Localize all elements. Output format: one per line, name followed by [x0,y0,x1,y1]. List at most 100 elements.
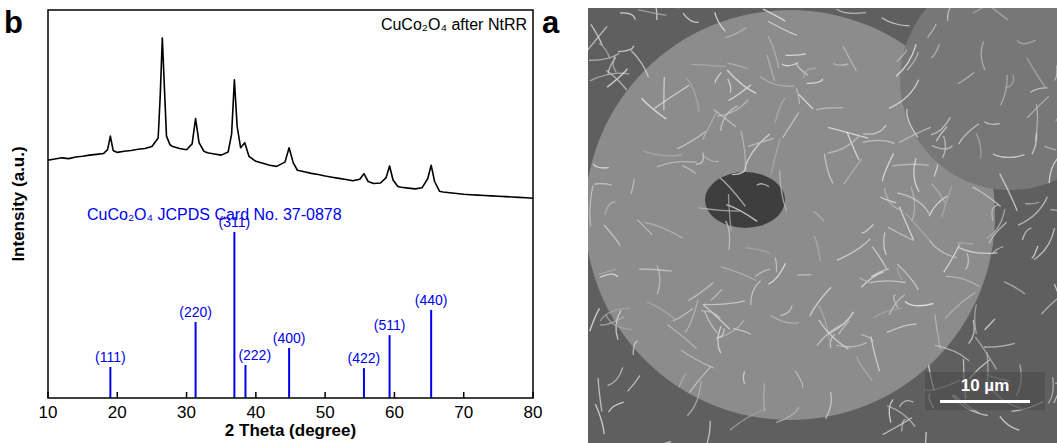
sem-flake [594,184,612,185]
sem-flake [647,302,676,320]
sem-flake [702,111,717,140]
sem-flake [604,225,620,246]
sem-flake [969,320,975,344]
sem-flake [728,79,731,93]
sem-flake [745,134,770,168]
sem-flake [1041,292,1057,314]
sem-flake [725,28,747,38]
x-tick-label: 20 [108,403,127,422]
sem-flake [677,8,683,9]
y-axis-title: Intensity (a.u.) [9,146,28,261]
sem-flake [944,245,960,273]
sem-flake [696,153,704,165]
sem-flake [928,24,937,38]
sem-flake [1056,112,1057,122]
annotation: CuCo₂O₄ JCPDS Card No. 37-0878 [87,206,342,223]
sem-flake [638,10,666,16]
peak-label: (111) [95,349,126,365]
sem-flake [796,63,808,75]
sem-flake [1054,380,1057,403]
sem-flake [942,186,952,217]
sem-flake [780,305,792,315]
sem-flake [730,409,766,430]
sem-flake [704,301,745,305]
sem-flake [934,164,938,177]
sem-flake [888,227,913,240]
sem-flake [896,44,916,76]
sem-flake [720,178,745,206]
sem-flake [833,64,848,66]
plot-frame [48,10,533,398]
sem-flake [598,378,602,412]
sem-flake [745,248,771,254]
sem-flake [771,316,799,323]
sem-flake [1025,202,1039,204]
sem-flake [1048,377,1053,403]
sem-flake [786,54,806,55]
sem-flake [1054,284,1057,322]
sem-flake [600,308,630,320]
sem-flake [824,153,833,183]
sem-flake [1032,133,1037,155]
sem-flake [814,212,825,221]
sem-flake [804,68,817,78]
sem-flake [721,267,757,281]
sem-flake [639,269,672,271]
sem-flake [599,44,610,59]
sem-flake [701,311,720,318]
sem-flake [757,184,769,187]
sem-flake [897,193,929,214]
sem-flake [957,243,973,244]
sem-flake [816,108,843,110]
sem-flake [1001,75,1008,105]
sem-flake [814,236,820,262]
sem-flake [717,100,748,117]
sem-flake [942,136,945,158]
sem-flake [973,8,1009,13]
peak-label: (440) [415,292,448,308]
sem-flake [889,80,919,109]
sem-flake [819,320,849,349]
sem-flake [837,239,871,261]
sem-flake [620,13,635,20]
sem-flake [685,300,698,333]
sem-flake [771,139,780,176]
plot-area [48,38,533,398]
sem-flake [826,392,832,419]
x-tick-label: 60 [385,403,404,422]
sem-flake [643,151,682,156]
sem-flake [686,78,699,113]
sem-flake [905,301,934,305]
sem-flake [1030,88,1047,92]
sem-flake [796,88,799,105]
sem-flake [673,309,693,321]
sem-flake [643,442,671,443]
sem-flake [1017,40,1035,44]
sem-flake [958,73,974,84]
sem-flake [677,131,706,149]
sem-flake [1000,416,1019,430]
x-tick [394,392,396,398]
sem-flake [590,308,600,331]
sem-flake [1049,158,1057,184]
sem-flake [892,164,929,166]
sem-flake [768,36,778,68]
figure: b1020304050607080(111)(220)(311)(222)(40… [0,0,1057,443]
sem-flake [883,418,913,435]
sem-flake [701,421,710,443]
reference-peak [389,335,391,398]
sem-flake [828,136,860,153]
sem-flake [775,98,785,123]
sem-flake [631,51,649,78]
sem-flake [1034,228,1055,259]
sem-flake [911,187,915,221]
sem-flake [987,8,1008,20]
peak-label: (220) [179,304,212,320]
sem-flake [780,170,787,211]
sem-flake [930,241,957,258]
sem-flake [843,47,856,71]
sem-flake [889,399,893,422]
sem-flake [663,77,665,111]
sem-flake [595,404,604,434]
sem-flake [726,205,757,222]
